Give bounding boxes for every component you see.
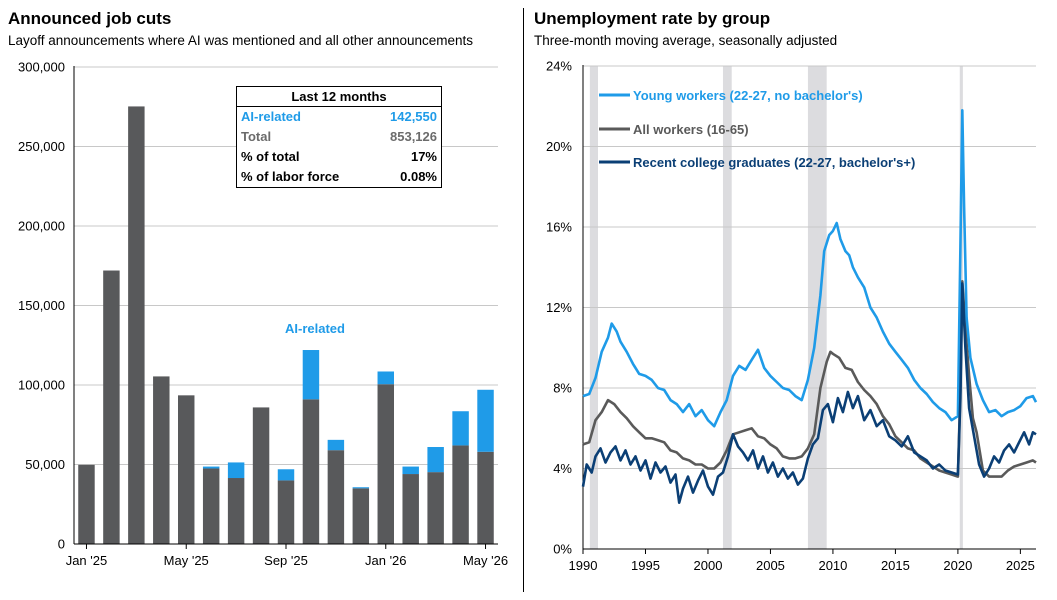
bar-ai	[302, 350, 320, 400]
x-tick-label: 1990	[569, 558, 598, 573]
y-tick-label: 4%	[553, 461, 572, 476]
ai-related-annotation: AI-related	[285, 321, 345, 336]
table-row-label: % of labor force	[241, 169, 340, 184]
bar-ai	[327, 439, 345, 451]
table-row: Total 853,126	[237, 127, 441, 147]
table-row: % of total 17%	[237, 147, 441, 167]
x-tick-label: 2020	[943, 558, 972, 573]
table-row-label: Total	[241, 129, 272, 144]
y-tick-label: 12%	[546, 300, 572, 315]
table-row-value: 853,126	[390, 129, 437, 144]
bar-ai	[352, 487, 370, 489]
y-tick-label: 150,000	[18, 298, 65, 313]
bar-other	[103, 270, 120, 544]
unemployment-subtitle: Three-month moving average, seasonally a…	[534, 33, 838, 48]
bar-other	[252, 407, 270, 544]
x-tick-label: Jan '25	[66, 553, 108, 568]
y-tick-label: 100,000	[18, 378, 65, 393]
bar-ai	[402, 466, 419, 475]
x-tick-label: 1995	[631, 558, 660, 573]
x-tick-label: 2005	[756, 558, 785, 573]
panel-divider	[523, 8, 524, 592]
table-row-label: % of total	[241, 149, 300, 164]
job-cuts-chart: 0 50,000 100,000 150,000 200,000 250,000 300,0…	[18, 60, 508, 569]
table-header: Last 12 months	[237, 87, 441, 107]
recent-graduates-line	[581, 282, 1037, 504]
table-row-value: 142,550	[390, 109, 437, 124]
bar-other	[452, 445, 469, 544]
x-tick-label: Sep '25	[264, 553, 308, 568]
bar-ai	[277, 469, 295, 481]
table-row-label: AI-related	[241, 109, 301, 124]
bar-other	[277, 480, 295, 544]
legend-all-workers-label: All workers (16-65)	[633, 122, 749, 137]
x-tick-label: 2000	[694, 558, 723, 573]
x-tick-label: 2025	[1006, 558, 1035, 573]
bar-ai	[377, 371, 394, 385]
table-row: % of labor force 0.08%	[237, 167, 441, 187]
legend-recent-graduates-label: Recent college graduates (22-27, bachelo…	[633, 155, 915, 170]
bar-other	[178, 395, 195, 544]
unemployment-chart: 0% 4% 8% 12% 16% 20% 24% 1990 1995 2000 2005 2010 20…	[546, 59, 1038, 573]
bar-other	[128, 106, 145, 544]
bar-other	[202, 468, 220, 544]
bar-other	[377, 384, 394, 544]
bar-ai	[427, 447, 444, 473]
bar-ai	[477, 389, 494, 452]
bar-other	[402, 474, 419, 544]
bar-ai	[452, 411, 469, 446]
x-tick-label: Jan '26	[365, 553, 407, 568]
young-workers-line	[582, 109, 1038, 428]
job-cuts-panel: 0 50,000 100,000 150,000 200,000 250,000 300,0…	[0, 0, 520, 600]
y-tick-label: 200,000	[18, 219, 65, 234]
unemployment-panel: 0% 4% 8% 12% 16% 20% 24% 1990 1995 2000 2005 2010 20…	[528, 0, 1057, 600]
bar-other	[153, 376, 170, 544]
y-tick-label: 20%	[546, 139, 572, 154]
y-tick-label: 24%	[546, 59, 572, 74]
bar-other	[427, 472, 444, 544]
x-tick-label: 2015	[881, 558, 910, 573]
x-tick-label: May '25	[164, 553, 209, 568]
y-tick-label: 300,000	[18, 60, 65, 75]
y-tick-label: 0%	[553, 542, 572, 557]
bar-ai	[227, 462, 245, 479]
job-cuts-title: Announced job cuts	[8, 9, 172, 28]
y-tick-label: 50,000	[25, 457, 65, 472]
y-tick-label: 250,000	[18, 139, 65, 154]
bar-other	[477, 451, 494, 544]
x-tick-label: May '26	[463, 553, 508, 568]
bar-other	[327, 450, 345, 544]
legend-young-workers-label: Young workers (22-27, no bachelor's)	[633, 88, 863, 103]
x-tick-label: 2010	[818, 558, 847, 573]
bar-other	[227, 478, 245, 544]
table-row: AI-related 142,550	[237, 107, 441, 127]
last-12-months-table: Last 12 months AI-related 142,550 Total …	[236, 86, 442, 188]
bar-other	[78, 464, 95, 544]
y-tick-label: 16%	[546, 220, 572, 235]
y-tick-label: 8%	[553, 381, 572, 396]
job-cuts-subtitle: Layoff announcements where AI was mentio…	[8, 33, 474, 48]
bar-other	[302, 399, 320, 544]
table-row-value: 17%	[410, 149, 437, 164]
unemployment-title: Unemployment rate by group	[534, 9, 771, 28]
bar-other	[352, 488, 370, 544]
y-tick-label: 0	[58, 537, 65, 552]
bar-ai	[202, 466, 220, 469]
table-row-value: 0.08%	[400, 169, 437, 184]
